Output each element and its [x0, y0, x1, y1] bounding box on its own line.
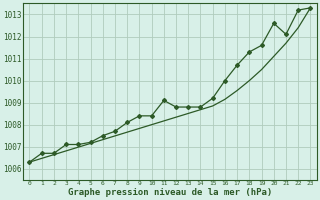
- X-axis label: Graphe pression niveau de la mer (hPa): Graphe pression niveau de la mer (hPa): [68, 188, 272, 197]
